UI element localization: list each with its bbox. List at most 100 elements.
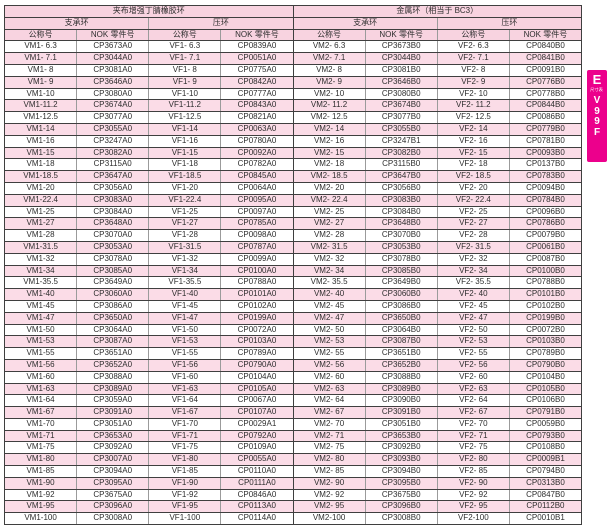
nominal-size-cell: VM2- 22.4 [292, 193, 366, 207]
table-row: VM1-53 CP3087A0 VF1-53 CP0103A0 VM2- 53 CP308… [3, 335, 583, 349]
nominal-size-cell: VF2- 34 [436, 264, 510, 278]
nok-part-number-cell: CP3084A0 [76, 205, 150, 219]
nominal-size-cell: VM2- 55 [292, 347, 366, 360]
nok-part-number-cell: CP3095B0 [364, 476, 438, 490]
nominal-size-cell: VM1-15 [3, 146, 78, 160]
nominal-size-cell: VM1-67 [3, 406, 78, 419]
table-row: VM1-27 CP3648A0 VF1-27 CP0785A0 VM2- 27 CP364… [3, 217, 583, 231]
nominal-size-cell: VF2- 60 [436, 370, 510, 384]
nok-part-number-cell: CP3674B0 [364, 99, 438, 113]
nok-part-number-cell: CP0842A0 [220, 75, 294, 89]
col-header-nominal-3: 公称号 [292, 28, 366, 42]
nok-part-number-cell: CP3646B0 [364, 75, 438, 89]
table-row: VM1-10 CP3080A0 VF1-10 CP0777A0 VM2- 10 CP308… [3, 87, 583, 101]
nominal-size-cell: VF1-28 [148, 229, 222, 242]
table-row: VM1- 8 CP3081A0 VF1- 8 CP0775A0 VM2- 8 CP3081… [3, 63, 583, 77]
nok-part-number-cell: CP3082A0 [76, 146, 150, 160]
table-row: VM1-70 CP3051A0 VF1-70 CP0029A1 VM2- 70 CP305… [3, 417, 583, 431]
nominal-size-cell: VM2-100 [292, 512, 366, 526]
nok-part-number-cell: CP0092A0 [220, 146, 294, 160]
nominal-size-cell: VF2- 25 [436, 205, 510, 219]
nominal-size-cell: VM1-28 [3, 229, 78, 242]
nok-part-number-cell: CP3646A0 [76, 75, 150, 89]
nok-part-number-cell: CP3649B0 [364, 276, 438, 290]
nok-part-number-cell: CP3096A0 [76, 500, 150, 514]
nominal-size-cell: VM2- 63 [292, 382, 366, 396]
nok-part-number-cell: CP0067A0 [220, 394, 294, 408]
nok-part-number-cell: CP3077B0 [364, 111, 438, 124]
nominal-size-cell: VM1-55 [3, 347, 78, 360]
nok-part-number-cell: CP0783B0 [508, 170, 583, 183]
nominal-size-cell: VM1-53 [3, 335, 78, 349]
nominal-size-cell: VM1- 8 [3, 63, 78, 77]
nok-part-number-cell: CP0777A0 [220, 87, 294, 101]
nok-part-number-cell: CP0009B1 [508, 453, 583, 467]
nominal-size-cell: VF1-70 [148, 417, 222, 431]
nok-part-number-cell: CP3081B0 [364, 63, 438, 77]
nominal-size-cell: VM2- 60 [292, 370, 366, 384]
table-row: VM1-31.5 CP3053A0 VF1-31.5 CP0787A0 VM2- 31.… [3, 240, 583, 254]
nok-part-number-cell: CP0105B0 [508, 382, 583, 396]
nominal-size-cell: VF1-60 [148, 370, 222, 384]
table-row: VM1-25 CP3084A0 VF1-25 CP0097A0 VM2- 25 CP308… [3, 205, 583, 219]
sub-header-support-ring-2: 支承环 [292, 16, 438, 30]
nominal-size-cell: VM2- 85 [292, 465, 366, 478]
nok-part-number-cell: CP3095A0 [76, 476, 150, 490]
table-row: VM1-47 CP3650A0 VF1-47 CP0199A0 VM2- 47 CP365… [3, 311, 583, 325]
nominal-size-cell: VM2- 34 [292, 264, 366, 278]
nok-part-number-cell: CP0779B0 [508, 122, 583, 136]
nominal-size-cell: VM1-45 [3, 299, 78, 313]
nok-part-number-cell: CP3053B0 [364, 240, 438, 254]
nominal-size-cell: VM2- 47 [292, 311, 366, 325]
nok-part-number-cell: CP3060B0 [364, 288, 438, 301]
nominal-size-cell: VM2- 92 [292, 488, 366, 502]
table-row: VM1-63 CP3089A0 VF1-63 CP0105A0 VM2- 63 CP308… [3, 382, 583, 396]
table-row: VM1-50 CP3064A0 VF1-50 CP0072A0 VM2- 50 CP306… [3, 323, 583, 337]
nominal-size-cell: VM1-75 [3, 441, 78, 455]
nok-part-number-cell: CP0094B0 [508, 181, 583, 195]
nok-part-number-cell: CP0098A0 [220, 229, 294, 242]
table-row: VM1-22.4 CP3083A0 VF1-22.4 CP0095A0 VM2- 22.… [3, 193, 583, 207]
nominal-size-cell: VM2- 18 [292, 158, 366, 172]
nominal-size-cell: VM1-25 [3, 205, 78, 219]
nok-part-number-cell: CP0095A0 [220, 193, 294, 207]
nok-part-number-cell: CP3080A0 [76, 87, 150, 101]
nominal-size-cell: VF1-64 [148, 394, 222, 408]
nominal-size-cell: VF2- 50 [436, 323, 510, 337]
nominal-size-cell: VF2- 31.5 [436, 240, 510, 254]
nominal-size-cell: VF2- 70 [436, 417, 510, 431]
nok-part-number-cell: CP0100A0 [220, 264, 294, 278]
nok-part-number-cell: CP0790A0 [220, 358, 294, 372]
nominal-size-cell: VM2- 16 [292, 134, 366, 148]
nominal-size-cell: VM1-100 [3, 512, 78, 526]
nok-part-number-cell: CP0792A0 [220, 429, 294, 443]
sub-header-row: 支承环 压环 支承环 压环 [3, 16, 583, 30]
nok-part-number-cell: CP0096B0 [508, 205, 583, 219]
nominal-size-cell: VM2- 11.2 [292, 99, 366, 113]
nominal-size-cell: VM2- 80 [292, 453, 366, 467]
nominal-size-cell: VF2- 56 [436, 358, 510, 372]
nok-part-number-cell: CP3092B0 [364, 441, 438, 455]
nok-part-number-cell: CP0821A0 [220, 111, 294, 124]
nok-part-number-cell: CP3044B0 [364, 52, 438, 65]
nominal-size-cell: VF2-100 [436, 512, 510, 526]
nominal-size-cell: VM1-64 [3, 394, 78, 408]
nok-part-number-cell: CP3673A0 [76, 40, 150, 54]
nominal-size-cell: VM1-63 [3, 382, 78, 396]
nok-part-number-cell: CP0841B0 [508, 52, 583, 65]
nok-part-number-cell: CP3089A0 [76, 382, 150, 396]
nominal-size-cell: VM2- 18.5 [292, 170, 366, 183]
nok-part-number-cell: CP0087B0 [508, 252, 583, 266]
nok-part-number-cell: CP0010B1 [508, 512, 583, 526]
nominal-size-cell: VF1-18.5 [148, 170, 222, 183]
nok-part-number-cell: CP3064B0 [364, 323, 438, 337]
nok-part-number-cell: CP0793B0 [508, 429, 583, 443]
nok-part-number-cell: CP0103B0 [508, 335, 583, 349]
nok-part-number-cell: CP3092A0 [76, 441, 150, 455]
nok-part-number-cell: CP0781B0 [508, 134, 583, 148]
nominal-size-cell: VF2- 75 [436, 441, 510, 455]
part-number-table: 夹布增强丁腈橡胶环 金属环（相当于 BC3） 支承环 压环 支承环 压环 公称号… [3, 5, 583, 526]
col-header-nominal-4: 公称号 [436, 28, 510, 42]
nominal-size-cell: VF2- 80 [436, 453, 510, 467]
